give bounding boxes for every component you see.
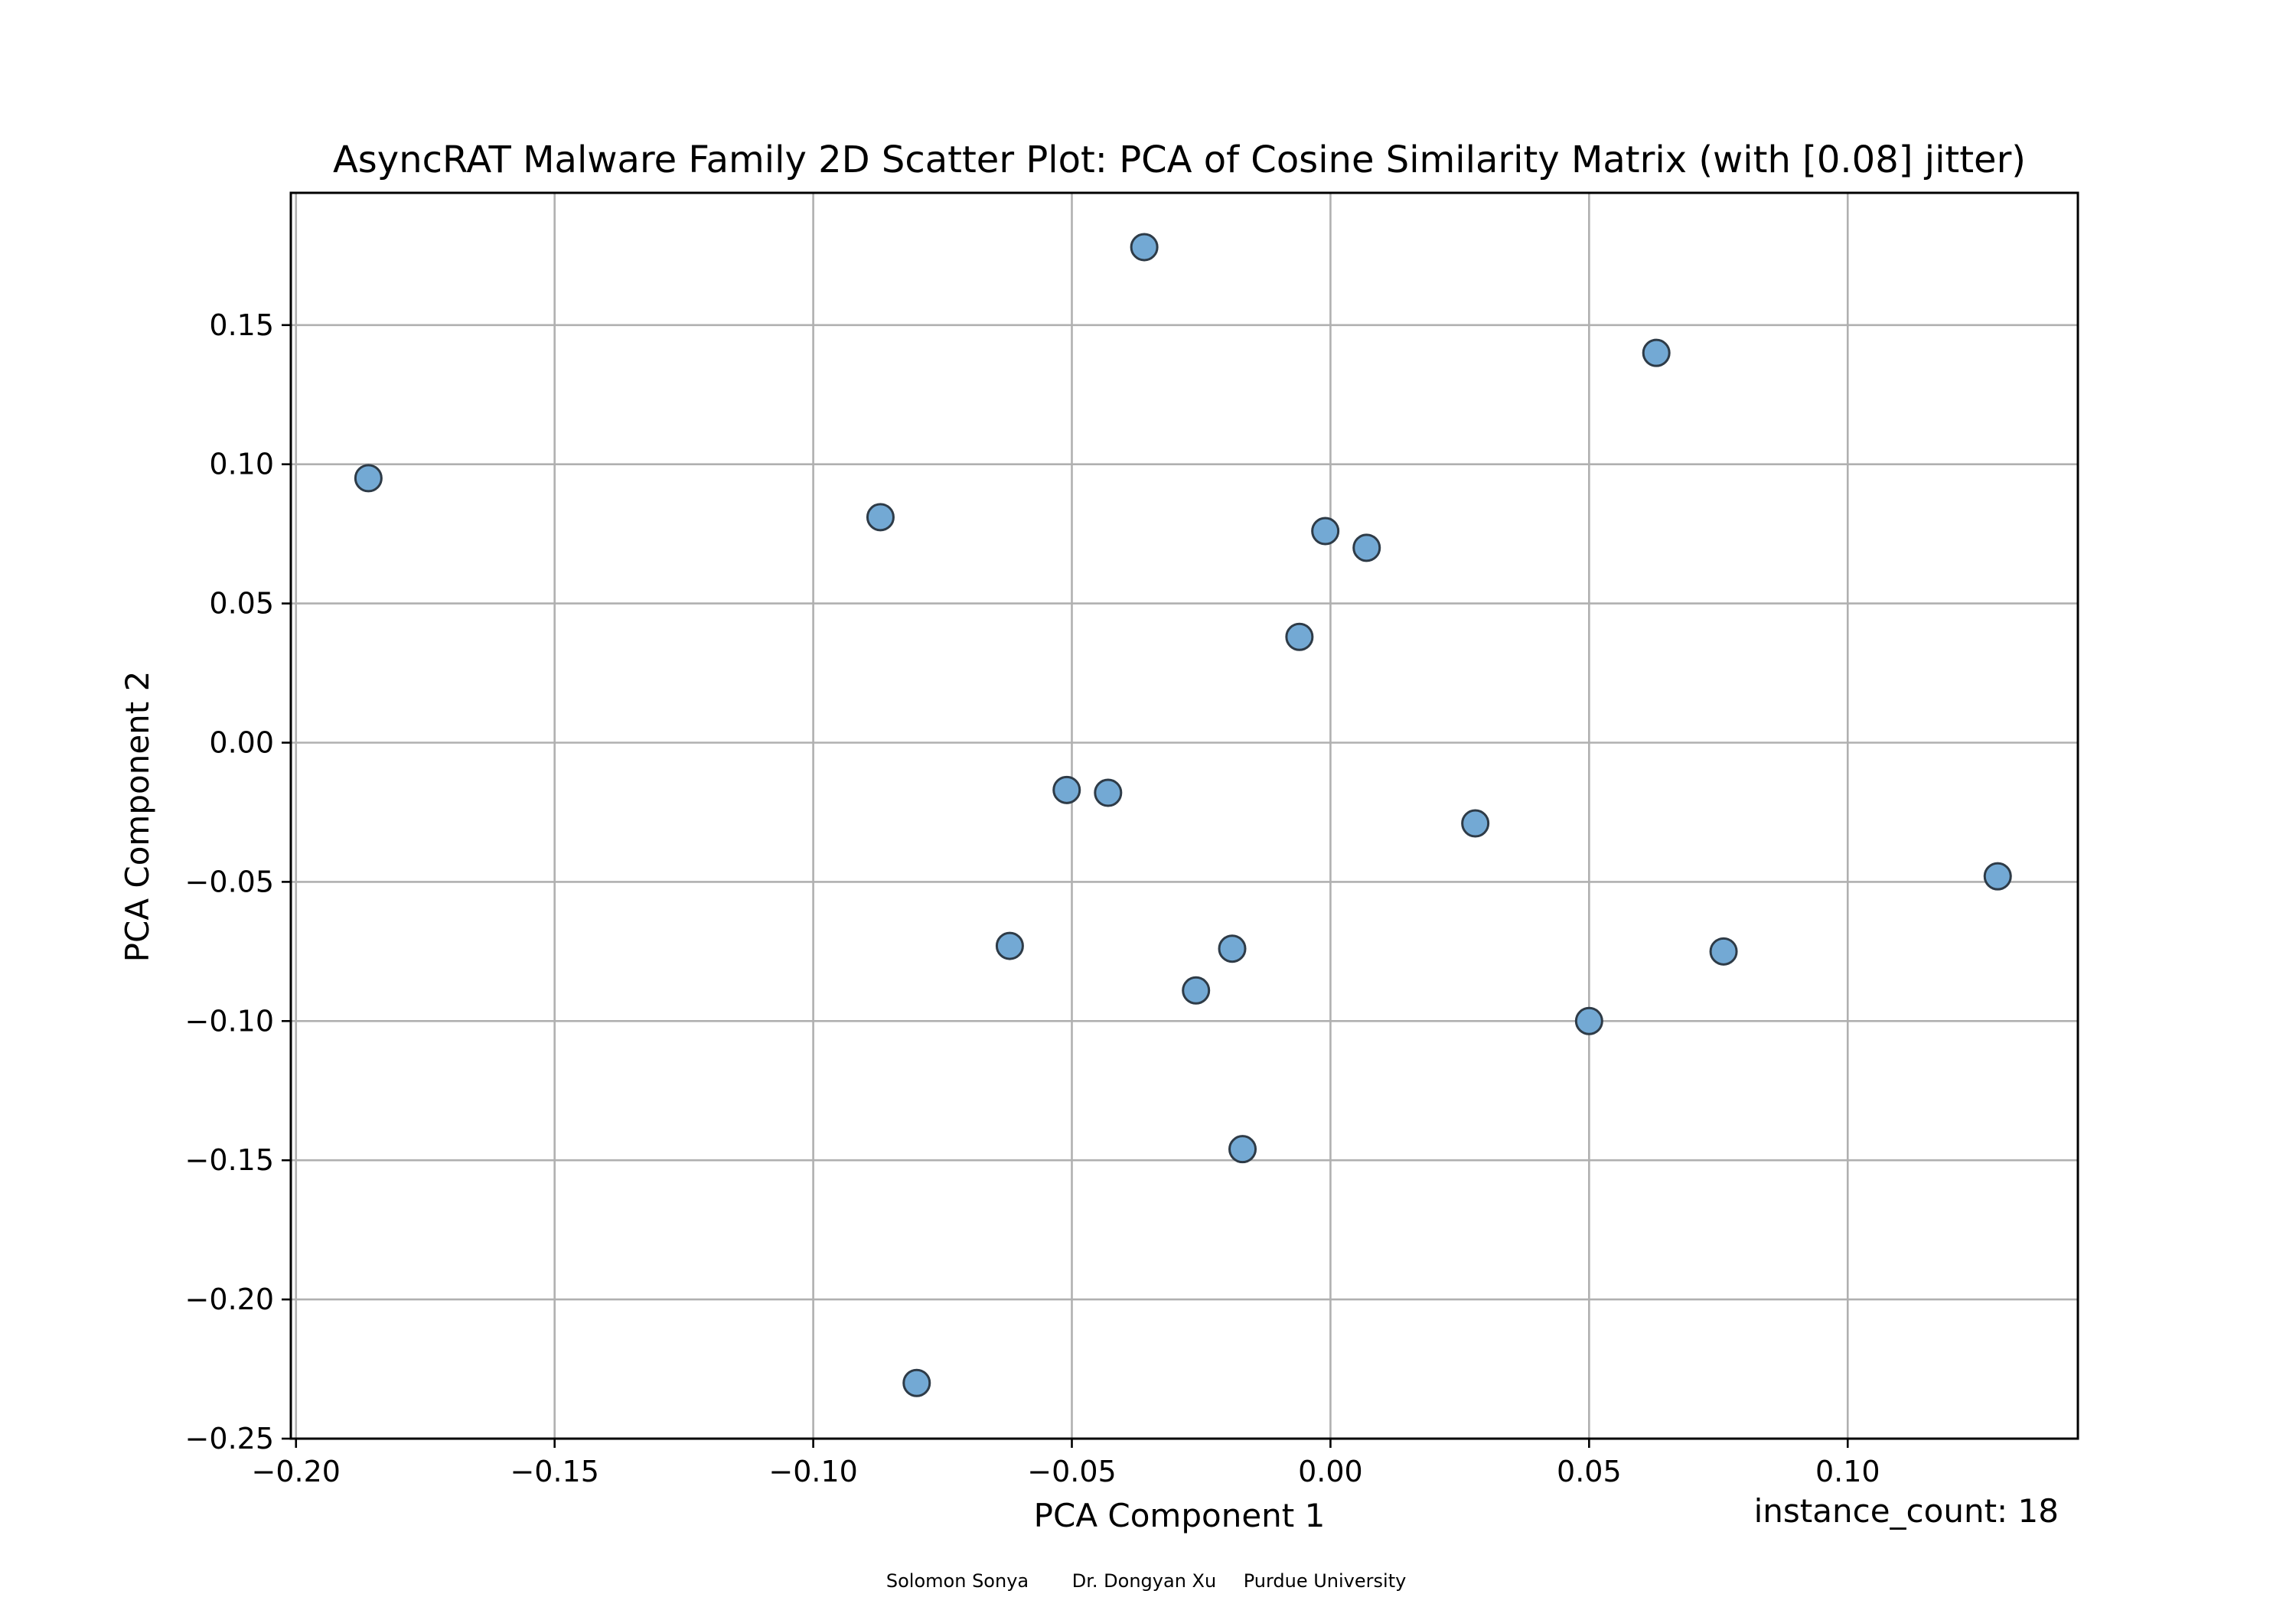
y-tick-label: 0.10 — [209, 448, 274, 481]
scatter-point-12 — [995, 931, 1024, 960]
scatter-point-18 — [902, 1368, 931, 1397]
scatter-point-16 — [1574, 1006, 1603, 1035]
footer-affiliation: Purdue University — [1244, 1570, 1407, 1592]
scatter-point-15 — [1182, 976, 1211, 1005]
x-tick-label: 0.05 — [1557, 1455, 1622, 1488]
data-points — [354, 233, 2012, 1397]
scatter-point-2 — [1642, 338, 1671, 367]
scatter-point-5 — [1311, 517, 1340, 546]
x-axis-title: PCA Component 1 — [1034, 1497, 1326, 1534]
x-tick-label: −0.20 — [252, 1455, 341, 1488]
y-tick-label: 0.05 — [209, 587, 274, 621]
x-tick-label: −0.15 — [510, 1455, 598, 1488]
y-axis-title: PCA Component 2 — [119, 671, 156, 963]
footer-author-1: Solomon Sonya — [886, 1570, 1029, 1592]
scatter-point-6 — [1352, 533, 1381, 562]
scatter-point-11 — [1983, 862, 2012, 891]
x-tick-label: −0.10 — [768, 1455, 857, 1488]
y-tick-label: −0.05 — [185, 865, 274, 898]
scatter-point-9 — [1094, 778, 1123, 807]
axis-ticks: −0.20 −0.15 −0.10 −0.05 0.00 0.05 0.10−0.25−0.… — [185, 308, 1880, 1488]
y-tick-label: 0.00 — [209, 726, 274, 760]
y-tick-label: −0.25 — [185, 1422, 274, 1455]
scatter-point-14 — [1709, 937, 1738, 966]
scatter-point-10 — [1461, 809, 1490, 838]
x-tick-label: 0.10 — [1815, 1455, 1880, 1488]
scatter-point-7 — [1285, 622, 1314, 651]
scatter-point-8 — [1052, 775, 1081, 804]
x-tick-label: −0.05 — [1027, 1455, 1116, 1488]
scatter-point-4 — [866, 503, 895, 532]
x-tick-label: 0.00 — [1298, 1455, 1363, 1488]
y-tick-label: −0.10 — [185, 1004, 274, 1038]
y-tick-label: −0.20 — [185, 1283, 274, 1316]
scatter-point-17 — [1228, 1135, 1257, 1164]
footer-author-2: Dr. Dongyan Xu — [1072, 1570, 1216, 1592]
y-tick-label: −0.15 — [185, 1143, 274, 1177]
footer-credits: Solomon Sonya Dr. Dongyan Xu Purdue Univ… — [886, 1570, 1406, 1592]
chart-title: AsyncRAT Malware Family 2D Scatter Plot:… — [333, 139, 2026, 181]
scatter-point-1 — [1130, 233, 1159, 262]
scatter-point-13 — [1218, 934, 1247, 963]
scatter-point-3 — [354, 464, 383, 493]
plot-frame — [289, 191, 2079, 1440]
instance-count-annotation: instance_count: 18 — [1754, 1492, 2059, 1530]
y-tick-label: 0.15 — [209, 308, 274, 342]
